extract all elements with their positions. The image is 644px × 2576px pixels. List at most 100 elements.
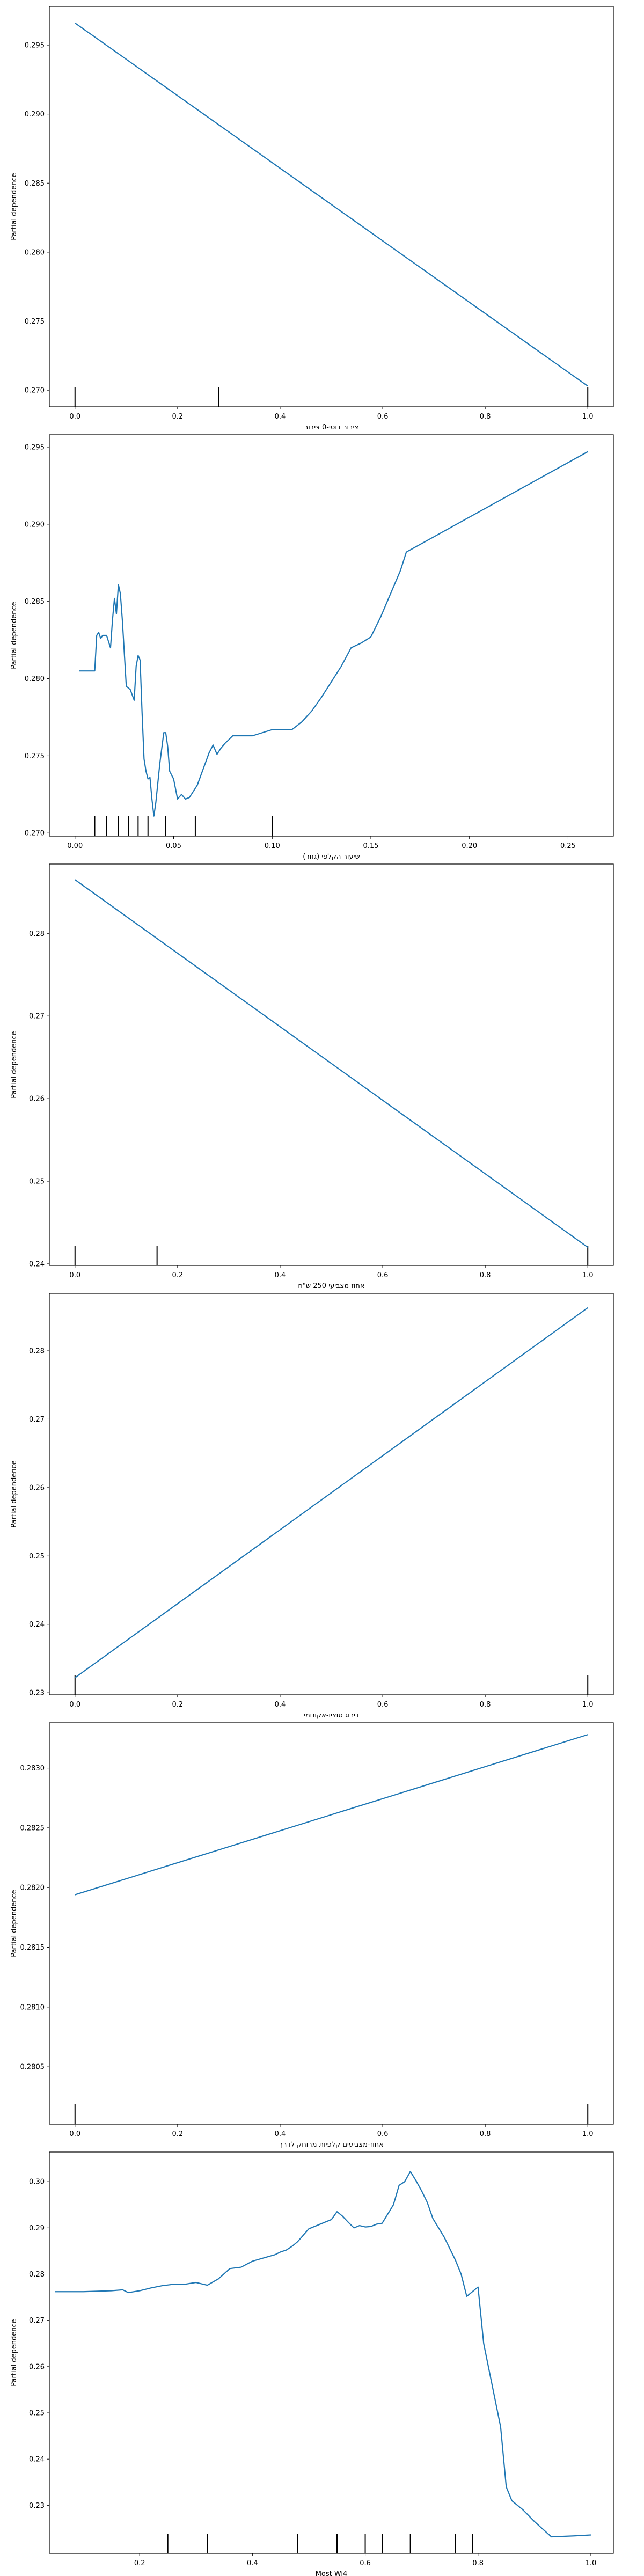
x-axis-label: אחוז מצביעי 250 ש"ח bbox=[298, 1282, 364, 1290]
x-tick-label: 0.20 bbox=[462, 842, 477, 850]
y-tick-label: 0.290 bbox=[25, 111, 45, 119]
y-tick-label: 0.24 bbox=[29, 1621, 45, 1629]
x-tick-label: 1.0 bbox=[586, 2559, 597, 2567]
y-tick-label: 0.2820 bbox=[20, 1884, 45, 1892]
y-axis-label: Partial dependence bbox=[10, 173, 18, 240]
y-tick-label: 0.2810 bbox=[20, 2003, 45, 2011]
x-tick-label: 0.05 bbox=[166, 842, 181, 850]
x-tick-label: 0.8 bbox=[472, 2559, 484, 2567]
y-tick-label: 0.2815 bbox=[20, 1944, 45, 1952]
x-tick-label: 0.8 bbox=[480, 1701, 491, 1709]
x-tick-label: 0.4 bbox=[247, 2559, 258, 2567]
y-tick-label: 0.24 bbox=[29, 2456, 45, 2464]
x-axis-label: אחוז-מצביעים קלפיות מרוחק לדרך bbox=[279, 2141, 384, 2149]
x-tick-label: 0.4 bbox=[275, 2130, 286, 2138]
y-tick-label: 0.275 bbox=[25, 752, 45, 760]
y-tick-label: 0.29 bbox=[29, 2224, 45, 2233]
y-tick-label: 0.295 bbox=[25, 42, 45, 50]
y-tick-label: 0.27 bbox=[29, 1013, 45, 1021]
x-tick-label: 1.0 bbox=[582, 413, 594, 421]
axes-frame bbox=[49, 6, 614, 407]
y-tick-label: 0.30 bbox=[29, 2178, 45, 2186]
x-tick-label: 0.2 bbox=[172, 1271, 184, 1279]
y-tick-label: 0.28 bbox=[29, 1348, 45, 1356]
y-tick-label: 0.25 bbox=[29, 1553, 45, 1561]
x-tick-label: 0.00 bbox=[67, 842, 83, 850]
y-tick-label: 0.2805 bbox=[20, 2063, 45, 2072]
x-tick-label: 0.6 bbox=[377, 1701, 389, 1709]
series-line bbox=[55, 2171, 591, 2538]
x-tick-label: 0.4 bbox=[275, 413, 286, 421]
y-tick-label: 0.26 bbox=[29, 2363, 45, 2371]
series-line bbox=[75, 879, 588, 1248]
x-tick-label: 0.6 bbox=[377, 2130, 389, 2138]
y-tick-label: 0.280 bbox=[25, 248, 45, 257]
x-axis-label: ציבור דוסי-0 ציבור bbox=[304, 423, 358, 431]
y-axis-label: Partial dependence bbox=[10, 2319, 18, 2386]
y-tick-label: 0.295 bbox=[25, 444, 45, 452]
x-tick-label: 0.2 bbox=[172, 2130, 184, 2138]
chart-panel: 0.0 0.2 0.4 0.6 0.8 1.0 0.2805 0.2810 0.2815 0.28… bbox=[10, 1722, 614, 2149]
axes-frame bbox=[49, 863, 614, 1266]
y-tick-label: 0.23 bbox=[29, 2502, 45, 2510]
x-tick-label: 0.0 bbox=[69, 1701, 80, 1709]
x-tick-label: 0.6 bbox=[377, 1271, 389, 1279]
y-tick-label: 0.23 bbox=[29, 1689, 45, 1697]
y-axis-label: Partial dependence bbox=[10, 602, 18, 669]
axes-frame bbox=[49, 434, 614, 837]
x-tick-label: 0.2 bbox=[172, 413, 184, 421]
x-tick-label: 1.0 bbox=[582, 2130, 594, 2138]
y-axis-label: Partial dependence bbox=[10, 1460, 18, 1527]
x-tick-label: 0.4 bbox=[275, 1701, 286, 1709]
x-tick-label: 0.8 bbox=[480, 2130, 491, 2138]
y-tick-label: 0.26 bbox=[29, 1095, 45, 1103]
y-tick-label: 0.27 bbox=[29, 1416, 45, 1424]
x-tick-label: 0.4 bbox=[275, 1271, 286, 1279]
y-axis-label: Partial dependence bbox=[10, 1890, 18, 1957]
x-axis-label: דירוג סוציו-אקונומי bbox=[304, 1711, 359, 1719]
x-tick-label: 1.0 bbox=[582, 1271, 594, 1279]
y-tick-label: 0.28 bbox=[29, 930, 45, 938]
y-tick-label: 0.290 bbox=[25, 521, 45, 529]
x-tick-label: 0.0 bbox=[69, 1271, 80, 1279]
y-tick-label: 0.25 bbox=[29, 2410, 45, 2418]
x-tick-label: 0.2 bbox=[134, 2559, 145, 2567]
x-tick-label: 0.15 bbox=[363, 842, 379, 850]
x-tick-label: 0.10 bbox=[265, 842, 280, 850]
y-tick-label: 0.25 bbox=[29, 1178, 45, 1186]
y-tick-label: 0.280 bbox=[25, 675, 45, 683]
chart-panel: 0.0 0.2 0.4 0.6 0.8 1.0 0.270 0.275 0.280 0.285 0.… bbox=[10, 6, 614, 431]
x-tick-label: 0.25 bbox=[560, 842, 576, 850]
y-tick-label: 0.270 bbox=[25, 830, 45, 838]
x-tick-label: 1.0 bbox=[582, 1701, 594, 1709]
y-tick-label: 0.26 bbox=[29, 1484, 45, 1492]
y-tick-label: 0.270 bbox=[25, 387, 45, 395]
x-tick-label: 0.6 bbox=[377, 413, 389, 421]
chart-panel: 0.2 0.4 0.6 0.8 1.0 0.23 0.24 0.25 0.26 0.27 0.28 0… bbox=[10, 2151, 614, 2576]
axes-frame bbox=[49, 2151, 614, 2554]
y-tick-label: 0.24 bbox=[29, 1260, 45, 1268]
axes-frame bbox=[49, 1293, 614, 1695]
x-axis-label: Most Wi4 bbox=[316, 2570, 348, 2576]
x-axis-label: שיעור הקלפי (גזור) bbox=[303, 853, 360, 861]
chart-panel: 0.0 0.2 0.4 0.6 0.8 1.0 0.23 0.24 0.25 0.26 0.27 0.… bbox=[10, 1293, 614, 1719]
chart-panel: 0.00 0.05 0.10 0.15 0.20 0.25 0.270 0.275 0.280 0… bbox=[10, 434, 614, 861]
x-tick-label: 0.2 bbox=[172, 1701, 184, 1709]
series-line bbox=[75, 1734, 588, 1896]
x-tick-label: 0.8 bbox=[480, 413, 491, 421]
x-tick-label: 0.8 bbox=[480, 1271, 491, 1279]
axes-frame bbox=[49, 1722, 614, 2125]
y-tick-label: 0.2825 bbox=[20, 1824, 45, 1832]
y-tick-label: 0.285 bbox=[25, 180, 45, 188]
y-tick-label: 0.2830 bbox=[20, 1765, 45, 1773]
y-axis-label: Partial dependence bbox=[10, 1031, 18, 1098]
y-tick-label: 0.285 bbox=[25, 598, 45, 606]
y-tick-label: 0.28 bbox=[29, 2271, 45, 2279]
x-tick-label: 0.0 bbox=[69, 413, 80, 421]
series-line bbox=[75, 1307, 588, 1679]
chart-panel: 0.0 0.2 0.4 0.6 0.8 1.0 0.24 0.25 0.26 0.27 0.28 אח… bbox=[10, 863, 614, 1290]
x-tick-label: 0.0 bbox=[69, 2130, 80, 2138]
series-line bbox=[79, 451, 588, 817]
series-line bbox=[75, 22, 588, 387]
